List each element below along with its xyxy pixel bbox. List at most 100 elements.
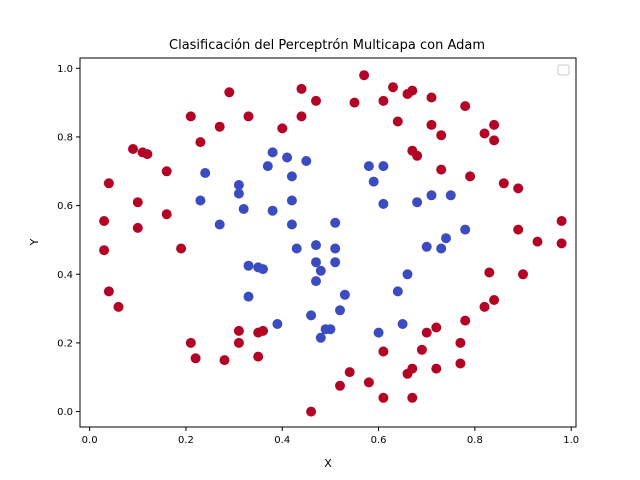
- data-point: [378, 161, 389, 172]
- data-point: [99, 216, 110, 226]
- data-point: [243, 260, 254, 271]
- data-point: [103, 286, 114, 297]
- data-point: [195, 137, 206, 148]
- data-point: [161, 166, 172, 177]
- x-axis: 0.0 0.2 0.4 0.6 0.8 1.0: [82, 427, 579, 446]
- y-axis: 0.0 0.2 0.4 0.6 0.8 1.0: [57, 64, 80, 418]
- y-tick-label: 0.8: [57, 132, 73, 143]
- data-point: [426, 119, 437, 130]
- data-point: [176, 243, 187, 254]
- data-point: [243, 111, 254, 122]
- data-point: [103, 178, 114, 189]
- data-point: [513, 224, 524, 235]
- data-point: [402, 269, 413, 280]
- data-point: [315, 265, 326, 276]
- data-point: [219, 355, 230, 366]
- data-point: [306, 406, 317, 417]
- x-tick-label: 0.2: [178, 435, 194, 446]
- data-point: [489, 295, 500, 305]
- data-point: [277, 123, 288, 134]
- data-point: [445, 190, 456, 201]
- data-point: [378, 198, 389, 209]
- data-point: [397, 319, 408, 329]
- data-point: [99, 245, 110, 256]
- data-point: [489, 119, 500, 130]
- data-point: [392, 116, 403, 127]
- x-tick-label: 0.6: [371, 435, 387, 446]
- data-point: [142, 149, 153, 160]
- data-point: [330, 217, 341, 228]
- data-point: [113, 301, 124, 312]
- x-axis-label: X: [324, 457, 332, 470]
- data-point: [484, 267, 495, 278]
- data-point: [132, 197, 143, 208]
- data-point: [373, 327, 384, 338]
- data-point: [479, 301, 490, 312]
- data-point: [455, 358, 466, 369]
- data-point: [378, 346, 389, 357]
- data-point: [436, 164, 447, 175]
- y-tick-label: 0.6: [57, 201, 73, 212]
- data-point: [421, 241, 432, 252]
- data-point: [556, 238, 567, 249]
- data-point: [416, 344, 427, 355]
- data-point: [233, 337, 244, 348]
- x-tick-label: 0.8: [467, 435, 483, 446]
- data-point: [272, 319, 283, 329]
- data-point: [460, 101, 471, 112]
- plot-frame: [79, 57, 577, 428]
- data-point: [267, 147, 278, 158]
- data-point: [311, 95, 321, 106]
- y-tick-label: 0.0: [57, 407, 73, 418]
- data-point: [513, 183, 524, 194]
- data-point: [185, 111, 196, 122]
- data-point: [286, 219, 297, 230]
- data-point: [238, 204, 249, 214]
- data-point: [335, 305, 345, 316]
- data-point: [258, 325, 268, 336]
- data-point: [455, 337, 466, 348]
- data-point: [363, 161, 374, 172]
- data-point: [426, 190, 437, 201]
- data-point: [431, 363, 442, 374]
- legend-box: [557, 64, 570, 76]
- data-point: [286, 195, 297, 206]
- data-point: [195, 195, 206, 206]
- data-point: [431, 322, 442, 333]
- data-point: [436, 243, 447, 254]
- data-point: [335, 380, 345, 391]
- data-point: [479, 128, 490, 139]
- data-point: [556, 216, 567, 226]
- data-point: [368, 176, 379, 187]
- data-point: [291, 243, 302, 254]
- data-point: [402, 89, 413, 99]
- data-point: [253, 351, 264, 362]
- data-point: [388, 82, 398, 93]
- data-point: [128, 144, 138, 154]
- data-point: [407, 392, 418, 403]
- data-point: [532, 236, 543, 247]
- x-tick-label: 0.4: [274, 435, 290, 446]
- data-point: [315, 332, 326, 343]
- data-point: [306, 310, 317, 321]
- data-point: [267, 205, 278, 216]
- data-point: [460, 224, 471, 235]
- data-point: [460, 315, 471, 326]
- y-tick-label: 0.4: [57, 270, 73, 281]
- data-point: [262, 161, 273, 172]
- data-point: [518, 269, 528, 280]
- data-point: [426, 92, 437, 103]
- data-point: [412, 150, 423, 161]
- data-point: [378, 95, 389, 106]
- data-point: [421, 327, 432, 338]
- data-point: [330, 243, 341, 254]
- data-point: [161, 209, 172, 220]
- data-point: [359, 70, 370, 81]
- data-point: [233, 180, 244, 190]
- data-point: [339, 289, 350, 300]
- x-tick-label: 1.0: [563, 435, 579, 446]
- data-point: [282, 152, 293, 163]
- data-point: [233, 188, 244, 199]
- data-point: [233, 325, 244, 336]
